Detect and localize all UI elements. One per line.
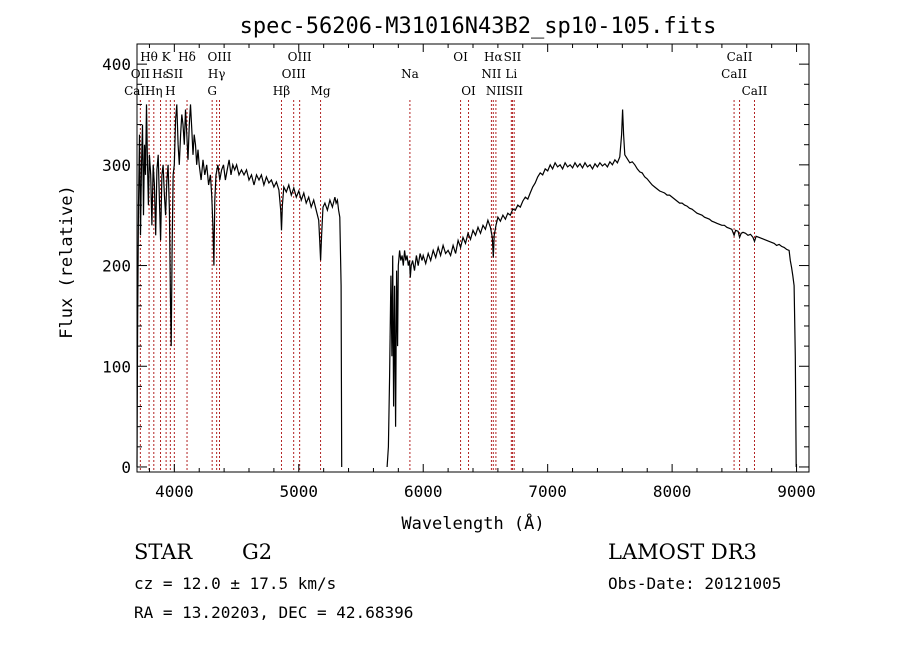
line-markers: Hθ OII CaII Hη Hε K SII H Hδ OIII Hγ G Hβ OIII OIII Mg N… (124, 50, 768, 472)
line-marker-label: Hθ (140, 50, 158, 64)
line-marker-label: H (165, 84, 175, 98)
line-marker-label: Na (401, 67, 419, 81)
line-marker-label: OII (131, 67, 151, 81)
object-subclass: G2 (242, 540, 273, 564)
y-tick-label: 400 (102, 55, 131, 74)
x-tick-label: 7000 (528, 482, 567, 501)
line-marker-label: Li (505, 67, 517, 81)
line-marker-label: OIII (207, 50, 231, 64)
spectrum-line (136, 104, 343, 468)
line-marker-label: Hε (152, 67, 169, 81)
line-marker-label: OIII (282, 67, 306, 81)
line-marker-label: CaII (727, 50, 753, 64)
y-tick-label: 100 (102, 357, 131, 376)
line-marker-label: Hγ (208, 67, 226, 81)
x-tick-label: 9000 (777, 482, 816, 501)
line-marker-label: G (207, 84, 217, 98)
line-marker-label: NII (486, 84, 506, 98)
line-marker-label: OI (453, 50, 468, 64)
y-tick-label: 200 (102, 257, 131, 276)
y-tick-label: 300 (102, 156, 131, 175)
object-class: STAR (134, 540, 193, 564)
line-marker-label: OIII (288, 50, 312, 64)
chart-title: spec-56206-M31016N43B2_sp10-105.fits (240, 14, 717, 39)
line-marker-label: SII (505, 84, 523, 98)
line-marker-label: Hη (145, 84, 163, 98)
line-marker-label: Hα (484, 50, 503, 64)
y-tick-label: 0 (121, 458, 131, 477)
line-marker-label: CaII (742, 84, 768, 98)
y-axis-label: Flux (relative) (57, 185, 77, 339)
line-marker-label: K (162, 50, 172, 64)
axis-ticks: 4000 5000 6000 7000 8000 9000 0 100 200 300 400 (102, 44, 816, 501)
line-marker-label: Mg (311, 84, 331, 98)
x-tick-label: 8000 (653, 482, 692, 501)
redshift-text: cz = 12.0 ± 17.5 km/s (134, 574, 337, 593)
survey-label: LAMOST DR3 (608, 540, 757, 564)
plot-frame (136, 43, 810, 473)
x-tick-label: 4000 (155, 482, 194, 501)
line-marker-label: NII (481, 67, 501, 81)
spectrum-line-red (386, 109, 797, 468)
line-marker-label: Hδ (178, 50, 196, 64)
obs-date-text: Obs-Date: 20121005 (608, 574, 782, 593)
coordinates-text: RA = 13.20203, DEC = 42.68396 (134, 603, 414, 622)
x-tick-label: 6000 (404, 482, 443, 501)
line-marker-label: Hβ (273, 84, 290, 98)
line-marker-label: CaII (721, 67, 747, 81)
line-marker-label: SII (165, 67, 183, 81)
x-tick-label: 5000 (280, 482, 319, 501)
x-axis-label: Wavelength (Å) (401, 512, 544, 534)
line-marker-label: SII (504, 50, 522, 64)
line-marker-label: OI (461, 84, 476, 98)
